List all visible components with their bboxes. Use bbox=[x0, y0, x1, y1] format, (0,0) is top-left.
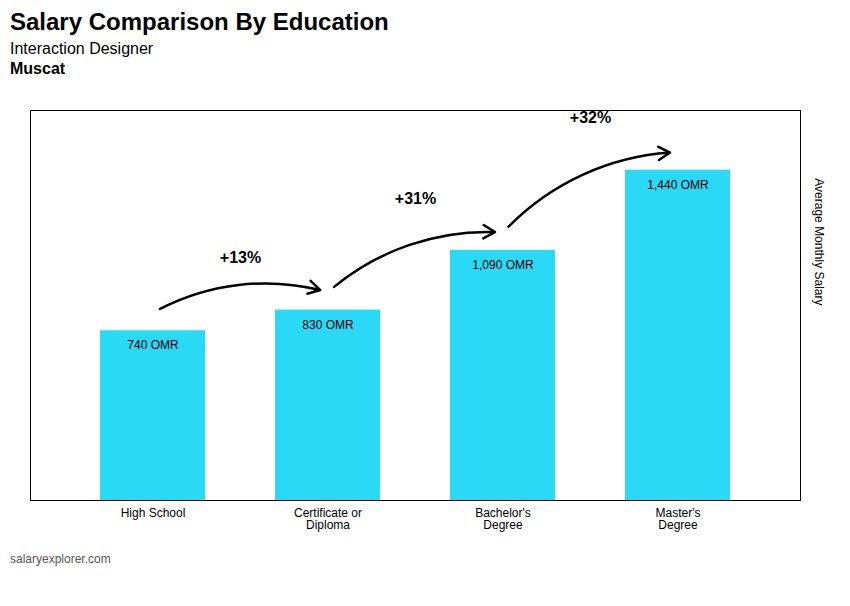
html-text:Salary Comparison By Education: Salary Comparison By Education bbox=[10, 8, 389, 35]
svg-text:Average Monthly Salary: Average Monthly Salary bbox=[812, 178, 826, 305]
svg-text:1,090 OMR: 1,090 OMR bbox=[472, 258, 534, 272]
svg-text:Master'sDegree: Master'sDegree bbox=[656, 506, 701, 532]
svg-text:830 OMR: 830 OMR bbox=[302, 318, 354, 332]
html-text:Interaction Designer: Interaction Designer bbox=[10, 40, 154, 57]
html-text:Muscat: Muscat bbox=[10, 60, 66, 77]
html-text:salaryexplorer.com: salaryexplorer.com bbox=[10, 552, 111, 566]
svg-text:+32%: +32% bbox=[570, 109, 611, 126]
svg-text:1,440 OMR: 1,440 OMR bbox=[647, 178, 709, 192]
svg-text:740 OMR: 740 OMR bbox=[127, 338, 179, 352]
svg-text:High School: High School bbox=[121, 506, 186, 520]
svg-text:+31%: +31% bbox=[395, 190, 436, 207]
svg-text:Bachelor'sDegree: Bachelor'sDegree bbox=[475, 506, 531, 532]
svg-text:Certificate orDiploma: Certificate orDiploma bbox=[294, 506, 362, 532]
svg-text:+13%: +13% bbox=[220, 249, 261, 266]
